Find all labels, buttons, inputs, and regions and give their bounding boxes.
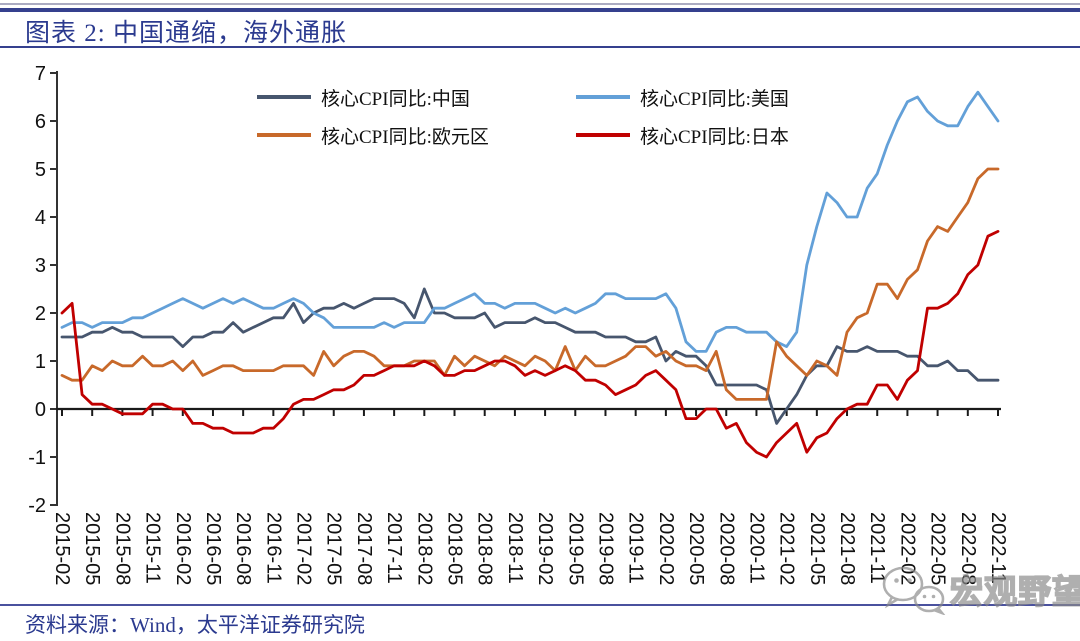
wechat-icon bbox=[882, 566, 946, 615]
series-line-3 bbox=[60, 229, 1000, 459]
legend-line-sample-china bbox=[257, 95, 311, 99]
x-axis-tick-label: 2018-11 bbox=[504, 512, 526, 584]
x-axis-tick-label: 2019-05 bbox=[564, 512, 586, 585]
y-axis-tick-label: 1 bbox=[35, 351, 46, 373]
x-axis-tick-label: 2017-08 bbox=[353, 512, 375, 585]
x-axis-tick-label: 2015-02 bbox=[51, 512, 73, 585]
y-axis-tick-label: 0 bbox=[35, 399, 46, 421]
top-divider bbox=[0, 8, 1080, 12]
x-axis-tick-label: 2019-08 bbox=[594, 512, 616, 585]
x-axis-tick-label: 2016-02 bbox=[172, 512, 194, 585]
source-note: 资料来源：Wind，太平洋证券研究院 bbox=[25, 613, 365, 637]
x-axis-tick-label: 2021-05 bbox=[806, 512, 828, 585]
x-axis-tick-label: 2015-05 bbox=[81, 512, 103, 585]
x-axis-tick-label: 2018-05 bbox=[444, 512, 466, 585]
x-axis-tick-label: 2021-08 bbox=[836, 512, 858, 585]
legend-label-us: 核心CPI同比:美国 bbox=[640, 88, 789, 110]
x-axis-tick-label: 2022-11 bbox=[987, 512, 1009, 584]
source-divider bbox=[0, 604, 1080, 606]
x-axis-tick-label: 2021-02 bbox=[776, 512, 798, 585]
x-axis-tick-label: 2017-05 bbox=[323, 512, 345, 585]
top-divider-thin bbox=[0, 3, 1080, 5]
title-divider bbox=[0, 46, 1080, 48]
x-axis-tick-label: 2022-05 bbox=[927, 512, 949, 585]
x-axis-tick-label: 2016-05 bbox=[202, 512, 224, 585]
x-axis-tick-label: 2018-08 bbox=[474, 512, 496, 585]
x-axis-tick-label: 2020-08 bbox=[715, 512, 737, 585]
x-axis-tick-label: 2016-08 bbox=[232, 512, 254, 585]
y-axis-tick-label: 5 bbox=[35, 159, 46, 181]
x-axis-tick-label: 2019-02 bbox=[534, 512, 556, 585]
legend-label-eurozone: 核心CPI同比:欧元区 bbox=[321, 126, 489, 148]
watermark: 宏观野望 bbox=[878, 563, 1080, 615]
x-axis-tick-label: 2017-11 bbox=[383, 512, 405, 584]
x-axis-tick-label: 2020-05 bbox=[685, 512, 707, 585]
legend-item-china: 核心CPI同比:中国 bbox=[257, 84, 470, 110]
legend-line-sample-eurozone bbox=[257, 133, 311, 137]
figure-title: 图表 2: 中国通缩，海外通胀 bbox=[25, 20, 347, 47]
x-axis-tick-label: 2015-11 bbox=[142, 512, 164, 584]
y-axis-tick-label: 4 bbox=[35, 207, 46, 229]
x-axis-tick-label: 2018-02 bbox=[413, 512, 435, 585]
x-axis-tick-label: 2015-08 bbox=[111, 512, 133, 585]
watermark-text: 宏观野望 bbox=[949, 572, 1080, 611]
y-axis-tick-label: 7 bbox=[35, 63, 46, 85]
x-axis-tick-label: 2017-02 bbox=[293, 512, 315, 585]
series-line-2 bbox=[60, 167, 1000, 401]
y-axis-tick-label: 6 bbox=[35, 111, 46, 133]
y-axis-tick-label: 3 bbox=[35, 255, 46, 277]
x-axis-tick-label: 2022-08 bbox=[957, 512, 979, 585]
series-line-1 bbox=[60, 90, 1000, 353]
legend-line-sample-us bbox=[576, 95, 630, 99]
x-axis-tick-label: 2020-11 bbox=[745, 512, 767, 584]
legend-item-eurozone: 核心CPI同比:欧元区 bbox=[257, 122, 489, 148]
y-axis-tick-label: -2 bbox=[28, 495, 46, 517]
legend-label-japan: 核心CPI同比:日本 bbox=[640, 126, 789, 148]
y-axis-tick-label: 2 bbox=[35, 303, 46, 325]
legend-label-china: 核心CPI同比:中国 bbox=[321, 88, 470, 110]
legend-item-us: 核心CPI同比:美国 bbox=[576, 84, 789, 110]
legend-line-sample-japan bbox=[576, 133, 630, 137]
x-axis-tick-label: 2019-11 bbox=[625, 512, 647, 584]
x-axis-tick-label: 2020-02 bbox=[655, 512, 677, 585]
x-axis-tick-label: 2016-11 bbox=[262, 512, 284, 584]
legend-item-japan: 核心CPI同比:日本 bbox=[576, 122, 789, 148]
y-axis-tick-label: -1 bbox=[28, 447, 46, 469]
chart-legend: 核心CPI同比:中国 核心CPI同比:美国 核心CPI同比:欧元区 核心CPI同… bbox=[257, 84, 857, 154]
x-axis-tick-label: 2021-11 bbox=[866, 512, 888, 584]
